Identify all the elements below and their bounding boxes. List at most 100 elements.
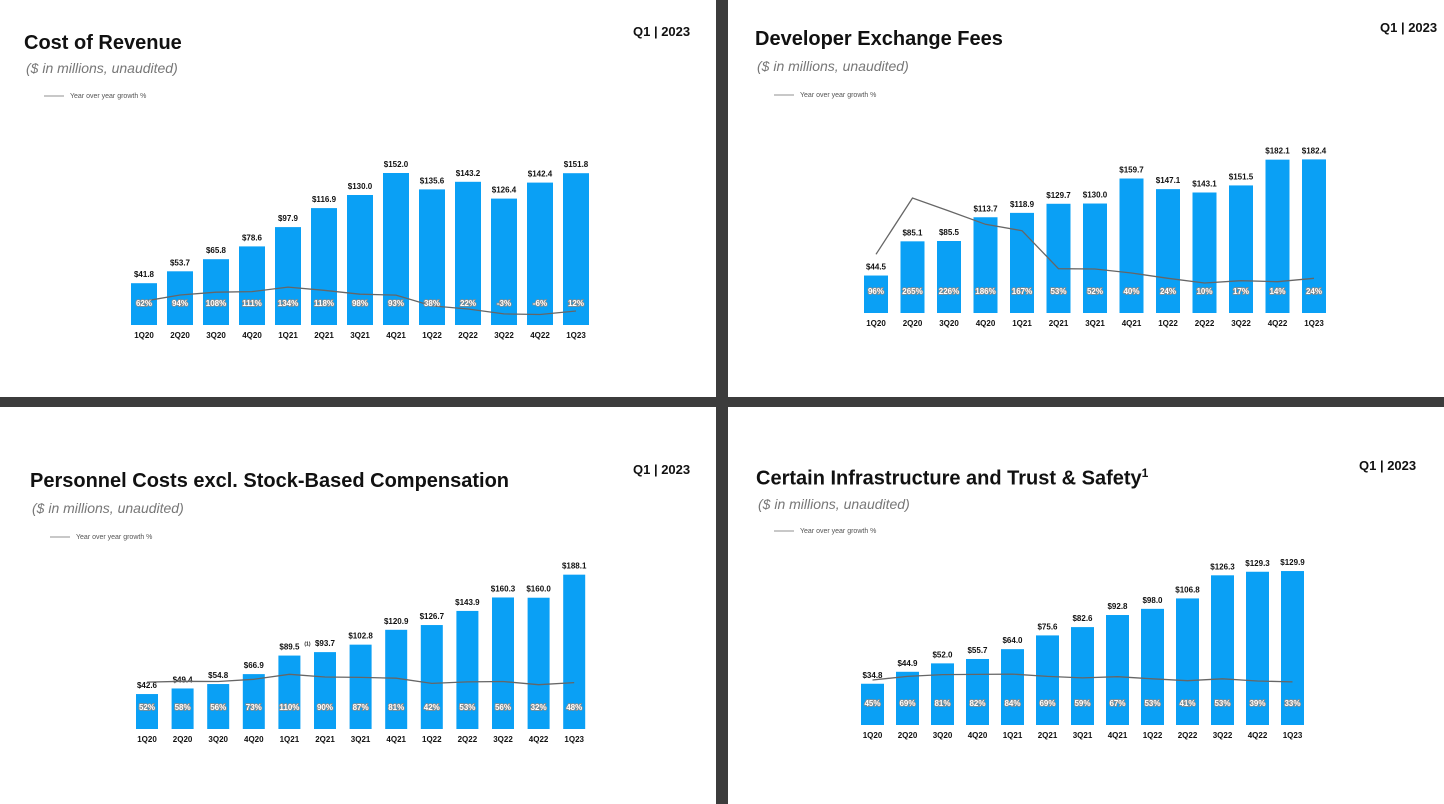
- value-label: $52.0: [932, 650, 953, 659]
- bar: [311, 208, 337, 325]
- growth-line: [143, 286, 577, 316]
- legend-line-swatch: [774, 94, 794, 97]
- value-label: $143.9: [455, 598, 480, 607]
- growth-label: 17%: [1233, 287, 1249, 296]
- growth-label: 73%: [246, 703, 262, 712]
- value-label: $147.1: [1156, 176, 1181, 185]
- legend-label: Year over year growth %: [70, 93, 147, 100]
- x-tick-label: 1Q20: [137, 735, 157, 744]
- value-label: $53.7: [170, 258, 191, 267]
- title-footnote-marker: 1: [1141, 466, 1149, 480]
- growth-label: -3%: [497, 299, 511, 308]
- bar: [347, 195, 373, 325]
- growth-label: 12%: [568, 299, 584, 308]
- bar: [383, 173, 409, 325]
- x-tick-label: 1Q20: [134, 331, 154, 340]
- x-tick-label: 2Q20: [898, 731, 918, 740]
- growth-label: 110%: [279, 703, 299, 712]
- value-label: $34.8: [862, 671, 883, 680]
- legend-line-swatch: [774, 530, 794, 533]
- x-tick-label: 1Q22: [1143, 731, 1163, 740]
- value-label: $130.0: [348, 182, 373, 191]
- bar: [207, 684, 230, 729]
- growth-label: 53%: [1144, 699, 1160, 708]
- x-tick-label: 1Q22: [1158, 319, 1178, 328]
- value-label: $49.4: [173, 675, 194, 684]
- x-tick-label: 1Q23: [566, 331, 586, 340]
- growth-label: 14%: [1269, 287, 1285, 296]
- bar: [419, 189, 445, 325]
- bar: [1141, 608, 1164, 725]
- x-tick-label: 4Q21: [386, 735, 406, 744]
- legend-line-swatch: [44, 95, 64, 98]
- legend-line-swatch: [50, 536, 70, 539]
- value-label: $151.8: [564, 160, 589, 169]
- x-tick-label: 2Q22: [1195, 319, 1215, 328]
- footnote-marker: (1): [304, 642, 310, 648]
- legend-label: Year over year growth %: [76, 534, 153, 541]
- growth-label: 87%: [353, 703, 369, 712]
- bar: [966, 658, 989, 725]
- x-tick-label: 4Q20: [976, 319, 996, 328]
- value-label: $102.8: [348, 632, 373, 641]
- x-tick-label: 1Q21: [1003, 731, 1023, 740]
- growth-label: 62%: [136, 299, 152, 308]
- infrastructure-trust-safety-panel: Certain Infrastructure and Trust & Safet…: [728, 407, 1444, 804]
- x-tick-label: 1Q21: [278, 331, 298, 340]
- x-tick-label: 4Q22: [529, 735, 549, 744]
- bar: [1010, 212, 1034, 313]
- chart-title: Developer Exchange Fees: [755, 28, 1003, 50]
- growth-label: 40%: [1123, 287, 1139, 296]
- value-label: $126.7: [420, 612, 445, 621]
- chart-title: Certain Infrastructure and Trust & Safet…: [756, 466, 1148, 491]
- growth-label: 67%: [1109, 699, 1125, 708]
- bar: [1211, 575, 1234, 725]
- bar: [864, 275, 888, 313]
- value-label: $41.8: [134, 270, 155, 279]
- personnel-costs-panel: Personnel Costs excl. Stock-Based Compen…: [0, 407, 716, 804]
- growth-label: 84%: [1004, 699, 1020, 708]
- bar: [456, 610, 479, 729]
- bar: [563, 574, 586, 729]
- growth-label: 81%: [388, 703, 404, 712]
- value-label: $106.8: [1175, 585, 1200, 594]
- bar: [937, 241, 961, 313]
- developer-exchange-fees-panel: Developer Exchange Fees ($ in millions, …: [728, 0, 1444, 397]
- x-tick-label: 4Q20: [968, 731, 988, 740]
- value-label: $44.9: [897, 659, 918, 668]
- bar: [171, 688, 194, 729]
- bar: [1106, 615, 1129, 725]
- value-label: $65.8: [206, 246, 227, 255]
- value-label: $159.7: [1119, 166, 1144, 175]
- x-tick-label: 2Q21: [1038, 731, 1058, 740]
- value-label: $188.1: [562, 562, 587, 571]
- legend-label: Year over year growth %: [800, 92, 877, 99]
- growth-label: 82%: [969, 699, 985, 708]
- x-tick-label: 2Q21: [314, 331, 334, 340]
- bar: [1036, 635, 1059, 725]
- chart-subtitle: ($ in millions, unaudited): [758, 496, 910, 512]
- bar: [239, 246, 265, 325]
- x-tick-label: 1Q21: [280, 735, 300, 744]
- bar: [491, 198, 517, 325]
- bar: [1229, 185, 1253, 313]
- bar: [492, 597, 514, 729]
- bar: [1083, 203, 1107, 313]
- x-tick-label: 4Q22: [1248, 731, 1268, 740]
- growth-label: 33%: [1284, 699, 1300, 708]
- x-tick-label: 4Q21: [1108, 731, 1128, 740]
- x-tick-label: 3Q22: [494, 331, 514, 340]
- x-tick-label: 4Q20: [244, 735, 264, 744]
- x-tick-label: 4Q20: [242, 331, 262, 340]
- bar: [275, 227, 301, 325]
- value-label: $44.5: [866, 263, 887, 272]
- growth-label: 93%: [388, 299, 404, 308]
- growth-label: 59%: [1074, 699, 1090, 708]
- x-tick-label: 1Q23: [1283, 731, 1303, 740]
- value-label: $82.6: [1072, 614, 1093, 623]
- x-tick-label: 1Q23: [564, 735, 584, 744]
- x-tick-label: 3Q20: [208, 735, 228, 744]
- x-tick-label: 1Q21: [1012, 319, 1032, 328]
- growth-line: [875, 197, 1315, 284]
- growth-label: 186%: [975, 287, 995, 296]
